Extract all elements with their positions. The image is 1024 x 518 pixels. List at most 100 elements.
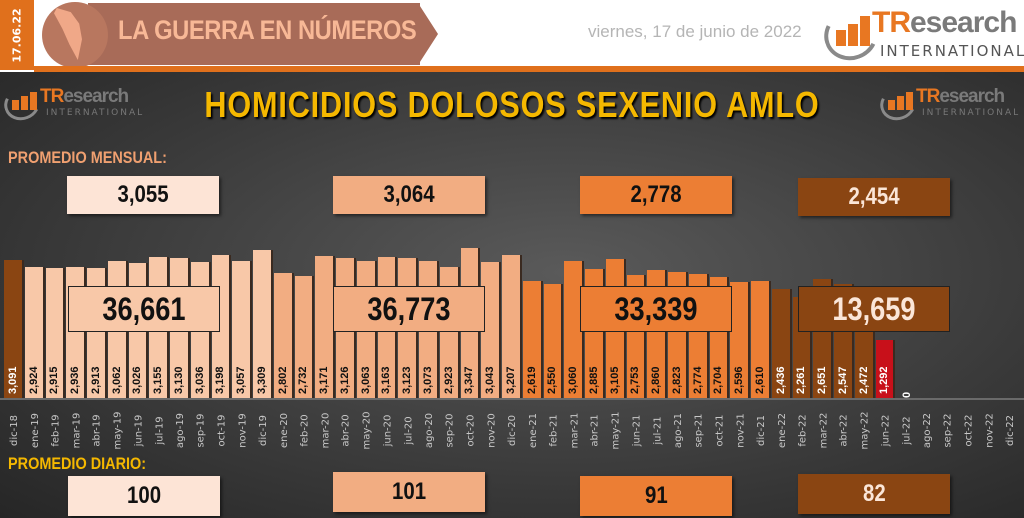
bar-value-label: 2,753 — [629, 366, 642, 394]
bar-value-label: 0 — [900, 391, 913, 398]
bar-value-label: 2,436 — [774, 366, 787, 394]
bar-value-label: 2,261 — [795, 366, 808, 394]
bar-dic-18: 3,091 — [4, 259, 24, 398]
bar-value-label: 3,073 — [421, 366, 434, 394]
x-axis-tick-label: jul-20 — [403, 416, 415, 445]
x-axis-tick-label: nov-20 — [486, 413, 498, 448]
x-axis-tick-label: mar-20 — [320, 412, 332, 449]
x-axis-tick-label: feb-20 — [299, 414, 311, 447]
bar-value-label: 3,126 — [338, 366, 351, 394]
x-axis-tick-label: ene-20 — [278, 413, 290, 448]
x-axis-tick-label: jul-19 — [154, 416, 166, 445]
logo-bars-icon — [836, 16, 870, 46]
x-axis-tick-label: ene-21 — [527, 413, 539, 448]
header: 17.06.22 LA GUERRA EN NÚMEROS viernes, 1… — [0, 0, 1024, 72]
x-axis-tick-label: jun-19 — [133, 414, 145, 447]
x-axis-tick-label: abr-21 — [590, 414, 601, 447]
daily-average-box: 82 — [798, 474, 950, 514]
bar-value-label: 3,062 — [110, 366, 123, 394]
x-axis-tick-label: ene-19 — [29, 413, 41, 448]
bar-value-label: 3,347 — [463, 366, 476, 394]
bar-feb-20: 2,732 — [294, 275, 315, 398]
x-axis-tick-label: dic-18 — [9, 415, 20, 446]
daily-average-label: PROMEDIO DIARIO: — [8, 454, 147, 473]
bar-value-label: 3,060 — [567, 366, 580, 394]
x-axis-tick-label: jun-22 — [880, 414, 892, 447]
header-rule — [34, 66, 1024, 72]
monthly-average-box: 2,778 — [580, 176, 732, 214]
daily-average-box: 101 — [333, 472, 485, 512]
mexico-map-icon — [42, 2, 108, 68]
bar-ene-21: 2,619 — [522, 280, 543, 398]
banner-arrow-tip — [418, 3, 438, 65]
bar-feb-21: 2,550 — [543, 283, 564, 398]
x-axis-tick-label: ene-22 — [776, 413, 788, 448]
chart-panel: TResearch INTERNATIONAL TResearch INTERN… — [0, 72, 1024, 518]
logo-wordmark: TResearch — [872, 6, 1017, 39]
bar-value-label: 2,550 — [546, 366, 559, 394]
chart-title: HOMICIDIOS DOLOSOS SEXENIO AMLO — [204, 84, 820, 125]
x-axis-tick-label: abr-19 — [92, 414, 103, 447]
x-axis-tick-label: nov-19 — [237, 413, 249, 448]
x-axis-tick-label: may-19 — [112, 411, 124, 450]
bar-value-label: 3,105 — [608, 366, 621, 394]
bar-value-label: 3,123 — [401, 366, 414, 394]
x-axis-tick-label: oct-22 — [963, 414, 975, 447]
banner-body — [88, 3, 420, 65]
bar-ene-20: 2,802 — [273, 272, 294, 398]
x-axis-tick-label: feb-21 — [548, 414, 560, 447]
tresearch-logo-left: TResearch INTERNATIONAL — [0, 82, 154, 126]
bar-dic-21: 2,610 — [751, 281, 771, 398]
x-axis-tick-label: may-21 — [610, 411, 622, 450]
bar-value-label: 3,036 — [193, 366, 206, 394]
x-axis-tick-label: dic-22 — [1005, 415, 1016, 446]
bar-value-label: 3,026 — [131, 366, 144, 394]
bar-value-label: 2,651 — [816, 366, 829, 394]
x-axis-tick-label: mar-19 — [71, 412, 83, 449]
x-axis-tick-label: oct-20 — [465, 414, 477, 447]
x-axis-tick-label: may-22 — [859, 411, 871, 450]
bar-jun-22: 1,292 — [875, 340, 896, 398]
x-axis-tick-label: jun-21 — [631, 414, 643, 447]
tresearch-logo-right: TResearch INTERNATIONAL — [875, 82, 1020, 126]
bar-value-label: 3,207 — [504, 366, 517, 394]
bar-nov-21: 2,596 — [730, 281, 750, 398]
x-axis-tick-label: oct-21 — [714, 414, 726, 447]
bar-value-label: 3,155 — [152, 366, 165, 394]
logo-subtitle: INTERNATIONAL — [880, 42, 1024, 60]
bar-dic-20: 3,207 — [502, 254, 522, 398]
x-axis-tick-label: oct-19 — [216, 414, 228, 447]
x-axis-tick-label: nov-22 — [984, 413, 996, 448]
x-axis-tick-label: sep-21 — [693, 413, 705, 448]
x-axis-tick-label: sep-22 — [942, 413, 954, 448]
monthly-average-box: 3,064 — [333, 176, 485, 214]
bar-ene-19: 2,924 — [24, 267, 45, 398]
date-strip: 17.06.22 — [0, 0, 34, 70]
bar-value-label: 2,610 — [753, 366, 766, 394]
bar-value-label: 2,860 — [650, 366, 663, 394]
daily-average-box: 100 — [68, 476, 220, 516]
bar-nov-20: 3,043 — [481, 261, 501, 398]
monthly-average-label: PROMEDIO MENSUAL: — [8, 148, 167, 167]
bar-value-label: 2,802 — [276, 366, 289, 394]
bar-value-label: 3,043 — [484, 366, 497, 394]
bar-nov-19: 3,057 — [232, 261, 252, 398]
bar-value-label: 2,915 — [48, 366, 61, 394]
bar-value-label: 2,823 — [670, 366, 683, 394]
bar-dic-19: 3,309 — [253, 250, 273, 398]
x-axis-tick-label: nov-21 — [735, 413, 747, 448]
x-axis-tick-label: mar-21 — [569, 412, 581, 449]
bar-value-label: 3,057 — [235, 366, 248, 394]
x-axis-tick-label: may-20 — [361, 411, 373, 450]
header-date: viernes, 17 de junio de 2022 — [588, 22, 802, 41]
bar-value-label: 2,924 — [27, 366, 40, 394]
bar-value-label: 2,619 — [525, 366, 538, 394]
x-axis-tick-label: abr-22 — [839, 414, 850, 447]
daily-average-box: 91 — [580, 476, 732, 516]
x-axis-tick-label: jun-20 — [382, 414, 394, 447]
x-axis-tick-label: feb-19 — [50, 414, 62, 447]
x-axis-tick-label: abr-20 — [341, 414, 352, 447]
bar-value-label: 3,091 — [6, 366, 19, 394]
x-axis-tick-label: ago-20 — [424, 412, 435, 449]
yearly-total-box: 13,659 — [798, 286, 950, 332]
